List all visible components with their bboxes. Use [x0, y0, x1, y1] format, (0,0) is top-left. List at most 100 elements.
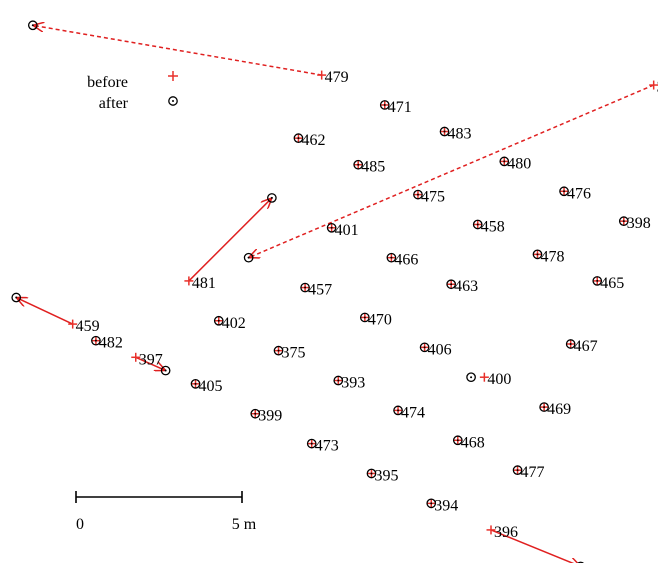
after-marker-478	[532, 249, 543, 260]
scale-bar: 0 5 m	[75, 491, 257, 533]
after-marker-459	[11, 292, 22, 303]
after-marker-485	[353, 159, 364, 170]
point-label-480: 480	[507, 155, 531, 172]
after-marker-397	[160, 365, 171, 376]
after-marker-477	[512, 465, 523, 476]
arrow-396	[490, 529, 581, 563]
point-label-477: 477	[521, 464, 545, 481]
point-label-405: 405	[199, 378, 223, 395]
point-label-482: 482	[99, 335, 123, 352]
after-marker-480	[499, 156, 510, 167]
after-marker-473	[306, 438, 317, 449]
point-label-399: 399	[258, 408, 282, 425]
point-label-471: 471	[388, 99, 412, 116]
after-marker-479	[27, 20, 38, 31]
point-label-463: 463	[454, 278, 478, 295]
before-marker-396	[486, 525, 496, 535]
after-marker-470	[359, 312, 370, 323]
after-marker-396	[577, 561, 585, 563]
after-marker-471	[379, 100, 390, 110]
point-label-462: 462	[301, 132, 325, 149]
point-label-475: 475	[421, 189, 445, 206]
point-474: 474	[393, 404, 425, 421]
point-397: 397	[131, 351, 171, 376]
point-482: 482	[91, 335, 123, 352]
point-label-473: 473	[315, 438, 339, 455]
point-405: 405	[190, 378, 223, 395]
point-406: 406	[419, 341, 452, 358]
after-marker-483	[439, 126, 450, 137]
point-466: 466	[386, 252, 418, 269]
after-marker-466	[386, 252, 397, 263]
displacement-arrows	[16, 25, 654, 563]
after-marker-399	[250, 408, 261, 419]
point-398: 398	[618, 215, 651, 232]
point-469: 469	[539, 401, 571, 418]
point-label-393: 393	[341, 375, 365, 392]
point-457: 457	[300, 282, 332, 299]
after-marker-469	[539, 402, 549, 412]
after-marker-474	[393, 405, 403, 416]
scale-bar-end-label: 5 m	[232, 516, 257, 533]
point-393: 393	[333, 375, 365, 392]
point-label-483: 483	[448, 126, 472, 143]
after-marker-405	[190, 378, 201, 389]
point-473: 473	[306, 438, 339, 455]
after-marker-467	[565, 339, 576, 349]
point-396: 396	[486, 524, 585, 563]
before-marker-376	[649, 80, 658, 90]
point-483: 483	[439, 126, 472, 143]
point-label-468: 468	[461, 434, 485, 451]
after-marker-393	[333, 375, 344, 386]
after-marker-402	[213, 315, 224, 326]
scale-bar-start-label: 0	[76, 516, 84, 533]
point-476: 476	[559, 185, 591, 202]
point-458: 458	[472, 218, 505, 235]
after-marker-458	[472, 219, 483, 230]
survey-points: 479 471 462 483 485 480 475 476 401 458 398 376 466 4…	[11, 20, 658, 563]
point-label-398: 398	[627, 215, 651, 232]
arrow-479	[33, 25, 322, 76]
after-marker-394	[426, 498, 437, 509]
point-label-485: 485	[361, 159, 385, 176]
point-485: 485	[353, 159, 385, 176]
point-label-375: 375	[282, 345, 306, 362]
after-marker-406	[419, 342, 430, 353]
legend-marker-after	[168, 96, 178, 106]
legend-label-before: before	[87, 74, 128, 91]
before-marker-481	[184, 276, 194, 286]
before-marker-397	[131, 352, 141, 362]
point-label-458: 458	[481, 218, 505, 235]
point-label-457: 457	[308, 282, 332, 299]
point-468: 468	[452, 434, 485, 451]
point-label-469: 469	[547, 401, 571, 418]
after-marker-457	[300, 282, 310, 293]
point-481: 481	[184, 193, 277, 292]
point-label-466: 466	[394, 252, 418, 269]
after-marker-376	[243, 252, 254, 263]
point-479: 479	[27, 20, 349, 86]
point-376: 376	[243, 79, 658, 263]
point-395: 395	[366, 467, 398, 484]
point-label-459: 459	[76, 318, 100, 335]
point-label-470: 470	[368, 311, 392, 328]
point-470: 470	[359, 311, 392, 328]
legend-label-after: after	[99, 95, 129, 112]
point-399: 399	[250, 408, 282, 425]
point-465: 465	[592, 275, 624, 292]
point-463: 463	[446, 278, 478, 295]
after-marker-375	[273, 345, 284, 356]
before-marker-400	[479, 372, 489, 382]
point-401: 401	[326, 222, 359, 239]
point-label-400: 400	[487, 371, 511, 388]
point-label-476: 476	[567, 185, 591, 202]
point-label-481: 481	[192, 275, 216, 292]
point-467: 467	[565, 338, 598, 355]
legend-marker-before	[168, 71, 178, 81]
after-marker-482	[91, 335, 101, 346]
point-label-474: 474	[401, 404, 425, 421]
point-label-406: 406	[428, 341, 452, 358]
arrow-397	[135, 356, 166, 370]
after-marker-395	[366, 468, 377, 479]
